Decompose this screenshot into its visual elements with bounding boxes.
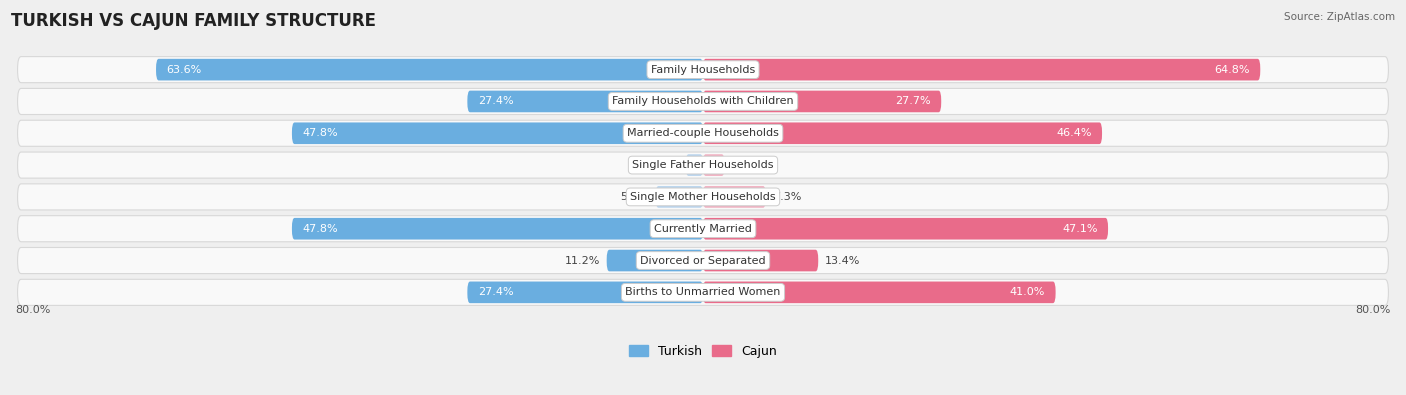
FancyBboxPatch shape bbox=[703, 122, 1102, 144]
FancyBboxPatch shape bbox=[156, 59, 703, 81]
FancyBboxPatch shape bbox=[18, 152, 1388, 178]
Text: 47.1%: 47.1% bbox=[1063, 224, 1098, 234]
Text: 27.4%: 27.4% bbox=[478, 96, 513, 107]
FancyBboxPatch shape bbox=[292, 122, 703, 144]
Text: 27.4%: 27.4% bbox=[478, 287, 513, 297]
FancyBboxPatch shape bbox=[467, 90, 703, 112]
Text: Births to Unmarried Women: Births to Unmarried Women bbox=[626, 287, 780, 297]
Text: 2.5%: 2.5% bbox=[731, 160, 759, 170]
Text: Source: ZipAtlas.com: Source: ZipAtlas.com bbox=[1284, 12, 1395, 22]
Text: 2.0%: 2.0% bbox=[651, 160, 679, 170]
FancyBboxPatch shape bbox=[686, 154, 703, 176]
Text: 47.8%: 47.8% bbox=[302, 128, 337, 138]
Text: Single Mother Households: Single Mother Households bbox=[630, 192, 776, 202]
Text: Family Households with Children: Family Households with Children bbox=[612, 96, 794, 107]
Text: Divorced or Separated: Divorced or Separated bbox=[640, 256, 766, 265]
FancyBboxPatch shape bbox=[18, 88, 1388, 115]
Legend: Turkish, Cajun: Turkish, Cajun bbox=[624, 340, 782, 363]
FancyBboxPatch shape bbox=[703, 282, 1056, 303]
FancyBboxPatch shape bbox=[467, 282, 703, 303]
FancyBboxPatch shape bbox=[655, 186, 703, 208]
Text: 41.0%: 41.0% bbox=[1010, 287, 1045, 297]
FancyBboxPatch shape bbox=[18, 184, 1388, 210]
FancyBboxPatch shape bbox=[18, 279, 1388, 305]
FancyBboxPatch shape bbox=[703, 59, 1260, 81]
FancyBboxPatch shape bbox=[703, 218, 1108, 239]
Text: 80.0%: 80.0% bbox=[15, 305, 51, 315]
FancyBboxPatch shape bbox=[18, 216, 1388, 242]
FancyBboxPatch shape bbox=[18, 120, 1388, 146]
FancyBboxPatch shape bbox=[703, 186, 766, 208]
FancyBboxPatch shape bbox=[18, 56, 1388, 83]
Text: 27.7%: 27.7% bbox=[896, 96, 931, 107]
FancyBboxPatch shape bbox=[18, 248, 1388, 274]
Text: 64.8%: 64.8% bbox=[1215, 65, 1250, 75]
Text: 46.4%: 46.4% bbox=[1056, 128, 1091, 138]
Text: 5.5%: 5.5% bbox=[620, 192, 648, 202]
FancyBboxPatch shape bbox=[703, 154, 724, 176]
Text: Family Households: Family Households bbox=[651, 65, 755, 75]
Text: Currently Married: Currently Married bbox=[654, 224, 752, 234]
Text: 80.0%: 80.0% bbox=[1355, 305, 1391, 315]
FancyBboxPatch shape bbox=[703, 90, 941, 112]
FancyBboxPatch shape bbox=[606, 250, 703, 271]
Text: 63.6%: 63.6% bbox=[166, 65, 201, 75]
Text: 13.4%: 13.4% bbox=[825, 256, 860, 265]
Text: 11.2%: 11.2% bbox=[564, 256, 600, 265]
FancyBboxPatch shape bbox=[292, 218, 703, 239]
Text: Single Father Households: Single Father Households bbox=[633, 160, 773, 170]
Text: 47.8%: 47.8% bbox=[302, 224, 337, 234]
Text: 7.3%: 7.3% bbox=[773, 192, 801, 202]
FancyBboxPatch shape bbox=[703, 250, 818, 271]
Text: Married-couple Households: Married-couple Households bbox=[627, 128, 779, 138]
Text: TURKISH VS CAJUN FAMILY STRUCTURE: TURKISH VS CAJUN FAMILY STRUCTURE bbox=[11, 12, 377, 30]
